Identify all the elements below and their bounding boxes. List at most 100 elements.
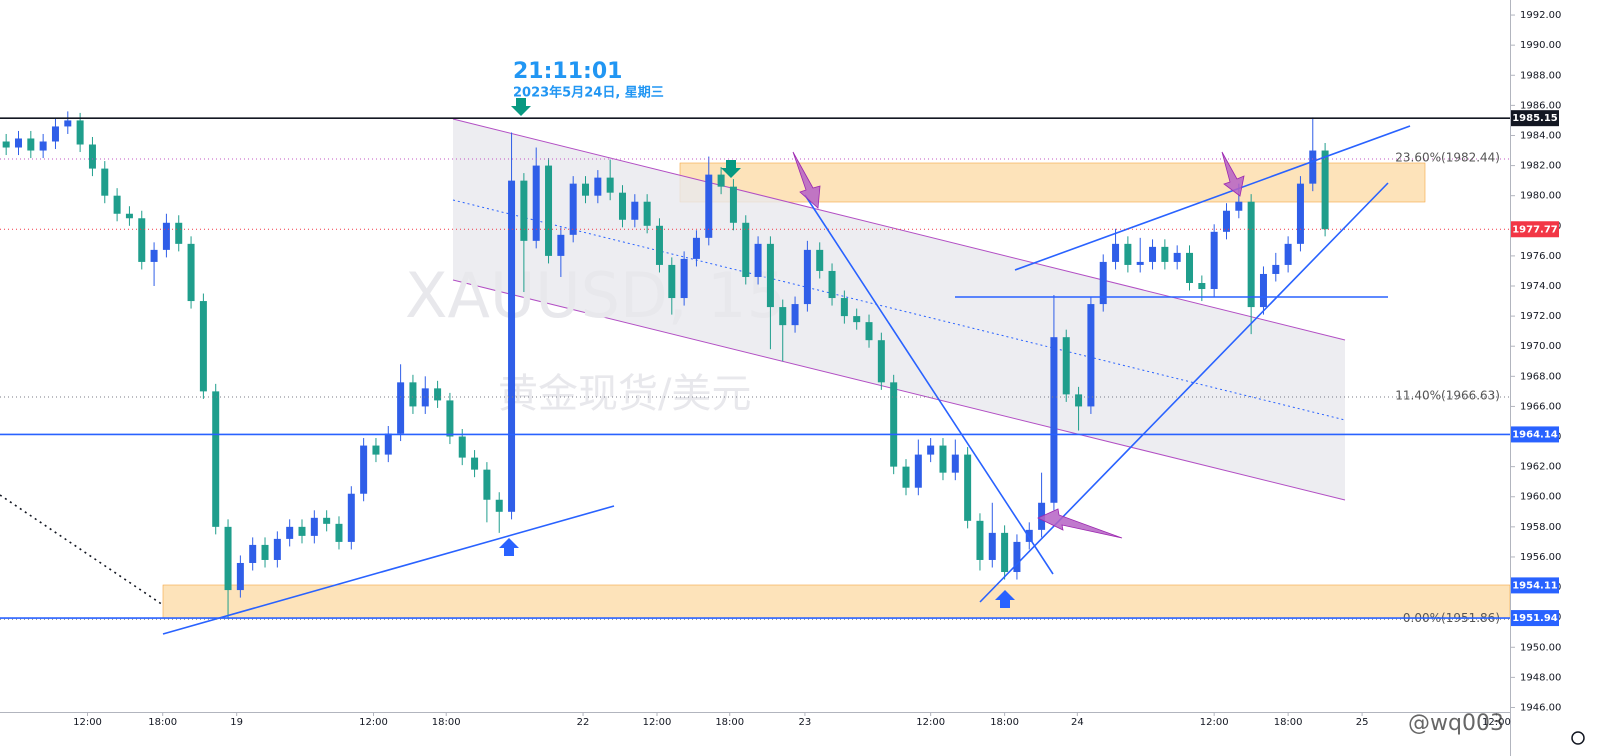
y-tick-label: 1986.00 (1520, 100, 1561, 111)
candle-body (631, 201, 639, 220)
candle-body (1284, 243, 1292, 265)
candle-body (520, 180, 528, 241)
candle-body (828, 270, 836, 299)
candle-body (1222, 210, 1230, 232)
y-tick-label: 1976.00 (1520, 251, 1561, 262)
candle-body (1272, 264, 1280, 274)
candle-body (372, 445, 380, 455)
x-tick-label: 12:00 (73, 717, 102, 728)
candle-body (384, 433, 392, 455)
candle-body (1173, 252, 1181, 262)
y-tick-label: 1958.00 (1520, 522, 1561, 533)
y-tick-label: 1968.00 (1520, 371, 1561, 382)
candle-body (175, 222, 183, 244)
fib-label: 11.40%(1966.63) (1395, 388, 1500, 402)
y-tick-label: 1950.00 (1520, 642, 1561, 653)
candle-body (458, 436, 466, 458)
channel-top (452, 118, 1346, 341)
candle-body (162, 222, 170, 250)
channel-bottom (452, 279, 1346, 501)
candle-body (557, 234, 565, 256)
settings-icon[interactable] (1571, 731, 1585, 745)
candle-body (668, 264, 676, 299)
price-label: 1951.94 (1512, 613, 1558, 624)
candle-body (224, 526, 232, 591)
candle-body (1075, 394, 1083, 407)
candle-body (1013, 541, 1021, 573)
candle-body (101, 168, 109, 196)
pattern-arrow (1037, 508, 1123, 539)
candle-body (964, 454, 972, 521)
symbol-watermark: XAUUSD, 15 (405, 259, 786, 332)
price-label-bg (1511, 610, 1559, 627)
candle-body (951, 454, 959, 473)
y-tick-label: 1970.00 (1520, 341, 1561, 352)
candle-body (754, 243, 762, 277)
trend-line (804, 194, 1054, 575)
price-label: 1985.15 (1512, 113, 1558, 124)
pattern-arrow (792, 151, 821, 209)
price-label-bg (1511, 221, 1559, 238)
y-tick-label: 1974.00 (1520, 281, 1561, 292)
y-tick-label: 1962.00 (1520, 462, 1561, 473)
price-label-bg (1511, 426, 1559, 443)
candle-body (680, 258, 688, 299)
x-tick-label: 18:00 (1274, 717, 1303, 728)
x-tick-label: 12:00 (916, 717, 945, 728)
trend-line (162, 505, 615, 635)
x-tick-label: 23 (799, 717, 812, 728)
candle-body (125, 213, 133, 219)
candle-body (199, 301, 207, 392)
candle-body (1210, 231, 1218, 290)
y-tick-label: 1988.00 (1520, 70, 1561, 81)
candle-body (76, 120, 84, 145)
x-tick-label: 18:00 (432, 717, 461, 728)
candle-body (877, 340, 885, 383)
candle-body (1112, 243, 1120, 262)
candle-body (803, 249, 811, 305)
candle-body (692, 237, 700, 259)
candle-body (27, 138, 35, 151)
candle-body (298, 526, 306, 536)
candle-body (643, 201, 651, 226)
y-tick-label: 1980.00 (1520, 191, 1561, 202)
candle-body (606, 177, 614, 193)
candle-body (64, 120, 72, 127)
x-tick-label: 18:00 (715, 717, 744, 728)
candle-body (1247, 201, 1255, 308)
candle-body (273, 538, 281, 560)
price-label: 1954.11 (1512, 580, 1558, 591)
candle-body (1062, 337, 1070, 395)
price-label: 1964.14 (1512, 429, 1558, 440)
candle-body (939, 445, 947, 473)
dotted-line (0, 494, 164, 606)
channel-fill (453, 119, 1345, 500)
trend-line (979, 182, 1389, 603)
candle-body (816, 249, 824, 271)
candle-body (335, 523, 343, 542)
candle-body (988, 532, 996, 560)
author-watermark: @wq003 (1408, 711, 1504, 736)
candle-body (1259, 273, 1267, 308)
candle-body (717, 174, 725, 187)
candle-body (2, 141, 10, 148)
up-arrow (499, 538, 519, 556)
arrows (499, 98, 1245, 608)
candle-body (1186, 252, 1194, 283)
price-label-bg (1511, 577, 1559, 594)
candle-body (150, 249, 158, 262)
candle-body (840, 298, 848, 317)
candle-body (1124, 243, 1132, 265)
y-tick-label: 1990.00 (1520, 40, 1561, 51)
candle-body (1296, 183, 1304, 244)
candle-body (569, 183, 577, 235)
candle-body (323, 517, 331, 524)
candle-body (1087, 304, 1095, 407)
price-label-bg (1511, 110, 1559, 127)
candle-body (779, 307, 787, 326)
candle-body (1198, 282, 1206, 290)
candle-body (976, 520, 984, 560)
candle-body (261, 544, 269, 560)
y-tick-label: 1972.00 (1520, 311, 1561, 322)
